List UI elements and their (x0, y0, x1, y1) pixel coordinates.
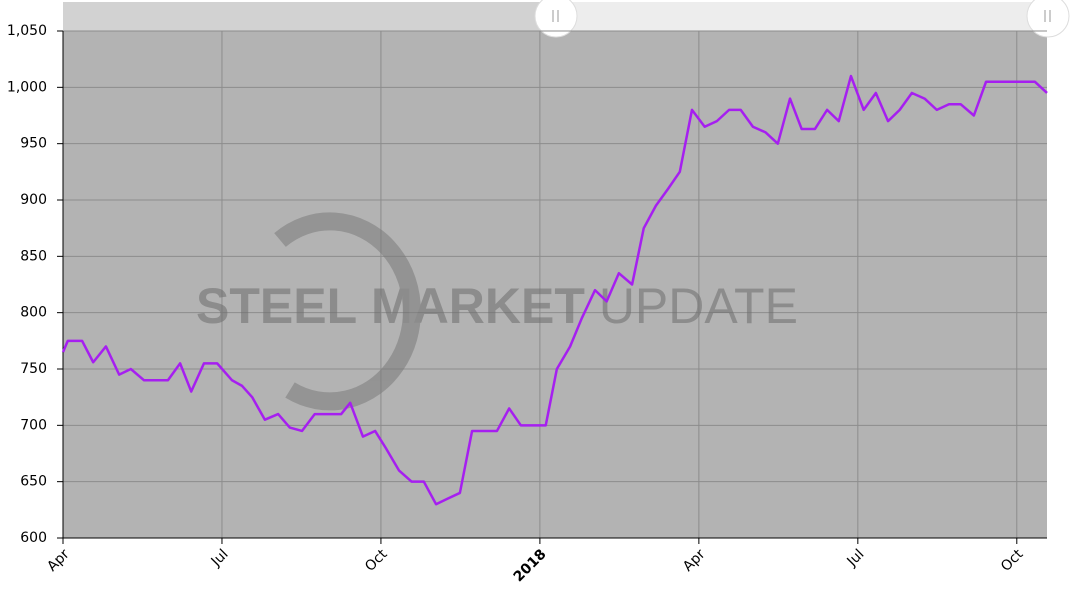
y-tick-label: 1,000 (7, 79, 47, 95)
x-tick-label: Jul (844, 546, 868, 570)
y-tick-label: 1,050 (7, 23, 47, 39)
watermark-text: STEEL MARKET UPDATE (196, 278, 798, 334)
watermark: STEEL MARKET UPDATE (196, 212, 798, 411)
x-tick-label: Oct (998, 546, 1027, 575)
x-tick-label: Oct (362, 546, 391, 575)
watermark-word: UPDATE (599, 278, 798, 334)
y-tick-label: 600 (20, 530, 47, 546)
navigator (63, 0, 1070, 38)
y-tick-label: 850 (20, 248, 47, 264)
x-tick-label: Apr (680, 546, 709, 575)
price-line (61, 74, 1048, 506)
y-tick-label: 650 (20, 474, 47, 490)
x-tick-label: Jul (208, 546, 232, 570)
watermark-word: STEEL (196, 278, 357, 334)
watermark-word: MARKET (371, 278, 585, 334)
navigator-track (556, 2, 1047, 31)
y-tick-label: 750 (20, 361, 47, 377)
y-tick-label: 950 (20, 136, 47, 152)
navigator-handle[interactable] (534, 0, 578, 38)
plot-area (63, 31, 1047, 538)
y-tick-label: 700 (20, 417, 47, 433)
navigator-handle[interactable] (1026, 0, 1070, 38)
x-tick-label: 2018 (511, 546, 550, 585)
y-tick-label: 900 (20, 192, 47, 208)
navigator-selected (63, 2, 556, 31)
x-tick-label: Apr (44, 546, 73, 575)
y-tick-label: 800 (20, 305, 47, 321)
watermark-arc (274, 212, 421, 411)
